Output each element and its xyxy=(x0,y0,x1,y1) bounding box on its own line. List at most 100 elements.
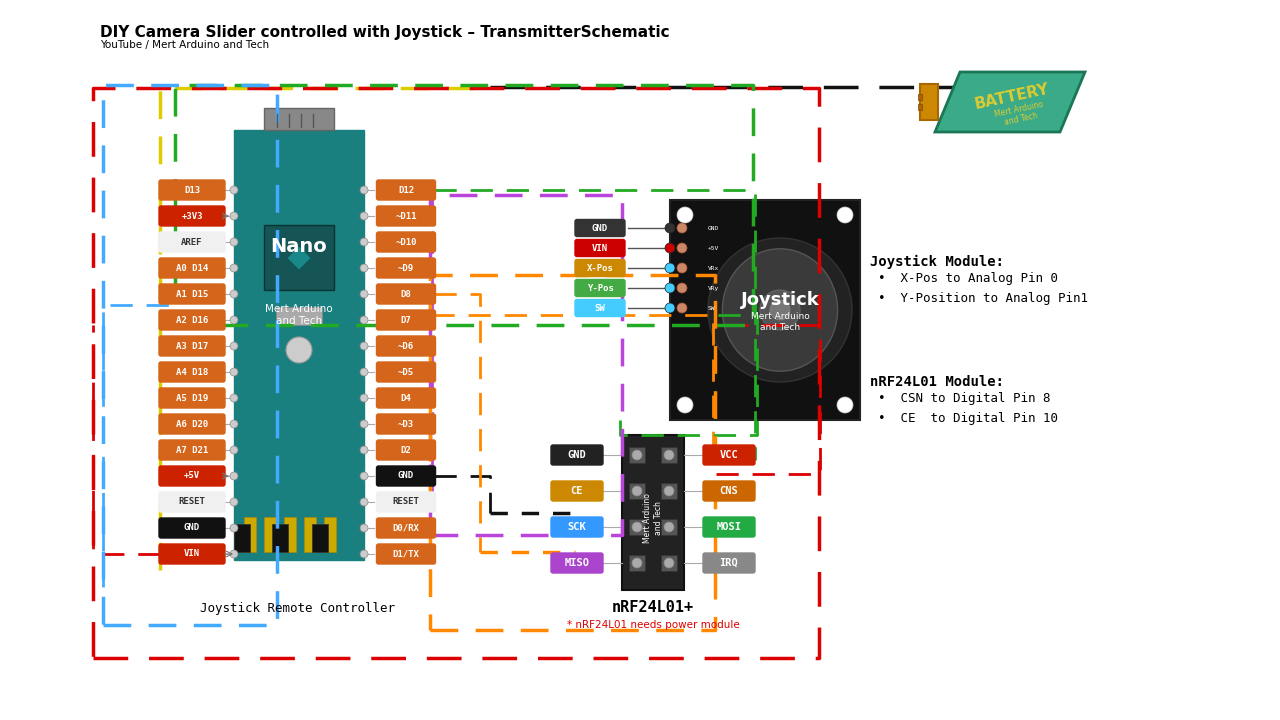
FancyBboxPatch shape xyxy=(376,206,435,226)
Circle shape xyxy=(360,186,369,194)
Circle shape xyxy=(760,290,800,330)
Text: D12: D12 xyxy=(398,186,413,194)
Circle shape xyxy=(708,238,852,382)
FancyBboxPatch shape xyxy=(159,492,225,512)
FancyBboxPatch shape xyxy=(703,553,755,573)
Text: ~D6: ~D6 xyxy=(398,341,413,351)
Text: Joystick: Joystick xyxy=(741,291,819,309)
Circle shape xyxy=(230,290,238,298)
FancyBboxPatch shape xyxy=(376,284,435,304)
Circle shape xyxy=(360,342,369,350)
FancyBboxPatch shape xyxy=(376,362,435,382)
Text: A4 D18: A4 D18 xyxy=(175,367,209,377)
Text: CNS: CNS xyxy=(719,486,739,496)
FancyBboxPatch shape xyxy=(159,388,225,408)
Text: A3 D17: A3 D17 xyxy=(175,341,209,351)
Text: MISO: MISO xyxy=(564,558,590,568)
Circle shape xyxy=(230,446,238,454)
FancyBboxPatch shape xyxy=(159,518,225,538)
Bar xyxy=(660,483,677,499)
Circle shape xyxy=(230,368,238,376)
Bar xyxy=(622,435,684,590)
Circle shape xyxy=(837,207,852,223)
Text: Mert Arduino
and Tech: Mert Arduino and Tech xyxy=(750,312,809,332)
Text: RESET: RESET xyxy=(179,498,205,506)
Bar xyxy=(324,517,335,552)
Text: MOSI: MOSI xyxy=(717,522,741,532)
Polygon shape xyxy=(287,246,311,270)
Text: ~D10: ~D10 xyxy=(396,238,417,246)
Text: Mert Arduino
and Tech: Mert Arduino and Tech xyxy=(644,493,663,543)
FancyBboxPatch shape xyxy=(376,492,435,512)
FancyBboxPatch shape xyxy=(159,414,225,434)
Text: A7 D21: A7 D21 xyxy=(175,446,209,454)
FancyBboxPatch shape xyxy=(575,240,625,256)
FancyBboxPatch shape xyxy=(376,466,435,486)
Circle shape xyxy=(230,212,238,220)
Text: ~D3: ~D3 xyxy=(398,420,413,428)
Circle shape xyxy=(230,472,238,480)
Circle shape xyxy=(360,238,369,246)
FancyBboxPatch shape xyxy=(550,553,603,573)
Text: ~D9: ~D9 xyxy=(398,264,413,272)
Bar xyxy=(305,517,316,552)
Circle shape xyxy=(771,300,790,320)
Circle shape xyxy=(677,243,687,253)
Circle shape xyxy=(664,450,675,460)
Text: SW: SW xyxy=(708,305,716,310)
Text: nRF24L01 Module:: nRF24L01 Module: xyxy=(870,375,1004,389)
Text: AREF: AREF xyxy=(182,238,202,246)
Text: X-Pos: X-Pos xyxy=(586,264,613,272)
Polygon shape xyxy=(934,72,1085,132)
Bar xyxy=(273,524,288,552)
FancyBboxPatch shape xyxy=(159,206,225,226)
Circle shape xyxy=(666,283,675,293)
Text: •  X-Pos to Analog Pin 0: • X-Pos to Analog Pin 0 xyxy=(878,272,1059,285)
Circle shape xyxy=(677,263,687,273)
Text: DIY Camera Slider controlled with Joystick – TransmitterSchematic: DIY Camera Slider controlled with Joysti… xyxy=(100,25,669,40)
Bar xyxy=(918,94,922,100)
Bar xyxy=(264,517,276,552)
Bar xyxy=(264,225,334,290)
Circle shape xyxy=(230,264,238,272)
Circle shape xyxy=(360,264,369,272)
Circle shape xyxy=(360,524,369,532)
Text: VIN: VIN xyxy=(184,549,200,559)
Text: GND: GND xyxy=(591,223,608,233)
Circle shape xyxy=(677,207,692,223)
Circle shape xyxy=(677,223,687,233)
Bar xyxy=(918,104,922,110)
FancyBboxPatch shape xyxy=(575,279,625,297)
Circle shape xyxy=(677,303,687,313)
Bar xyxy=(284,517,296,552)
FancyBboxPatch shape xyxy=(376,518,435,538)
Circle shape xyxy=(632,558,643,568)
Text: Mert Arduino
and Tech: Mert Arduino and Tech xyxy=(265,304,333,325)
Circle shape xyxy=(360,368,369,376)
FancyBboxPatch shape xyxy=(159,466,225,486)
FancyBboxPatch shape xyxy=(376,544,435,564)
Circle shape xyxy=(360,290,369,298)
Circle shape xyxy=(230,524,238,532)
Text: IRQ: IRQ xyxy=(719,558,739,568)
Circle shape xyxy=(230,186,238,194)
FancyBboxPatch shape xyxy=(376,440,435,460)
Text: Mert Arduino
and Tech: Mert Arduino and Tech xyxy=(993,99,1047,129)
Circle shape xyxy=(360,394,369,402)
Text: +5V: +5V xyxy=(184,472,200,480)
Text: Y-Pos: Y-Pos xyxy=(586,284,613,292)
Text: +5V: +5V xyxy=(708,246,719,251)
Circle shape xyxy=(632,486,643,496)
Text: A1 D15: A1 D15 xyxy=(175,289,209,299)
FancyBboxPatch shape xyxy=(159,258,225,278)
Circle shape xyxy=(677,283,687,293)
FancyBboxPatch shape xyxy=(376,258,435,278)
Circle shape xyxy=(230,394,238,402)
Circle shape xyxy=(677,397,692,413)
Circle shape xyxy=(360,212,369,220)
Bar xyxy=(628,555,645,571)
FancyBboxPatch shape xyxy=(575,300,625,317)
Bar xyxy=(660,519,677,535)
Circle shape xyxy=(664,558,675,568)
Circle shape xyxy=(360,550,369,558)
